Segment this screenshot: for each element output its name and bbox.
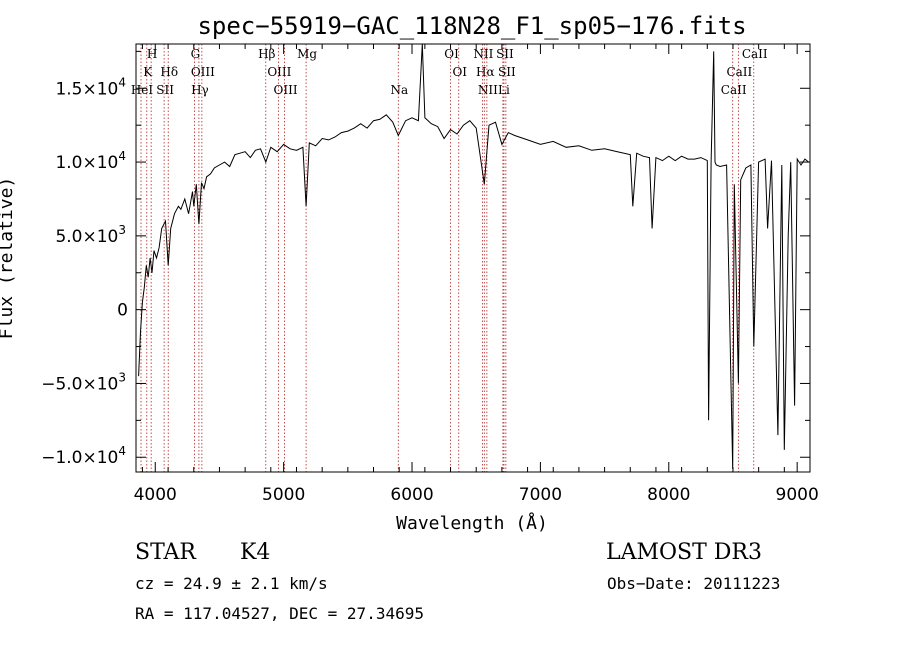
- line-label-2: HeI: [131, 83, 154, 97]
- object-subclass: K4: [240, 540, 270, 565]
- line-label-23: CaII: [742, 47, 768, 61]
- y-axis-ticks: 1.5×104 1.0×104 5.0×103 0 −5.0×103 −1.0×104: [41, 50, 810, 468]
- line-label-1: H: [147, 47, 157, 61]
- ra-dec: RA = 117.04527, DEC = 27.34695: [135, 604, 424, 623]
- y-tick-label-5: −1.0×104: [41, 444, 126, 468]
- line-label-19: SII: [498, 65, 516, 79]
- y-tick-label-1: 1.0×104: [55, 149, 126, 173]
- chart-title: spec−55919−GAC_118N28_F1_sp05−176.fits: [197, 12, 746, 40]
- x-tick-label-0: 4000: [134, 485, 177, 505]
- object-class: STAR: [135, 540, 197, 565]
- line-label-10: OIII: [274, 83, 298, 97]
- y-tick-label-2: 5.0×103: [55, 223, 126, 247]
- line-label-17: NII: [478, 83, 498, 97]
- x-tick-label-2: 6000: [390, 485, 433, 505]
- observation-date: Obs−Date: 20111223: [607, 574, 780, 593]
- line-label-13: OI: [444, 47, 459, 61]
- line-label-16: Hα: [476, 65, 495, 79]
- x-axis-label: Wavelength (Å): [396, 512, 548, 534]
- spectrum-line: [138, 43, 810, 470]
- line-label-14: OI: [452, 65, 467, 79]
- line-label-18: SII: [496, 47, 514, 61]
- line-label-21: CaII: [721, 83, 747, 97]
- line-label-6: OIII: [191, 65, 215, 79]
- line-label-5: G: [191, 47, 201, 61]
- spectrum-info: STAR K4 LAMOST DR3 cz = 24.9 ± 2.1 km/s …: [135, 540, 780, 623]
- line-label-22: CaII: [726, 65, 752, 79]
- x-tick-label-1: 5000: [262, 485, 305, 505]
- y-axis-label: Flux (relative): [0, 177, 17, 340]
- redshift-cz: cz = 24.9 ± 2.1 km/s: [135, 574, 328, 593]
- x-axis-ticks: 4000 5000 6000 7000 8000 9000: [134, 44, 819, 505]
- x-tick-label-4: 8000: [647, 485, 690, 505]
- line-label-11: Mg: [297, 47, 317, 61]
- x-tick-label-3: 7000: [519, 485, 562, 505]
- survey-name: LAMOST DR3: [606, 540, 762, 565]
- line-label-0: K: [143, 65, 153, 79]
- line-label-8: Hβ: [258, 47, 275, 61]
- emission-line-labels: KH HeI Hδ SII G OIII Hγ Hβ OIII OIII Mg Na OI OI NII Hα…: [131, 47, 768, 97]
- line-label-15: NII: [473, 47, 493, 61]
- x-tick-label-5: 9000: [776, 485, 819, 505]
- line-label-7: Hγ: [191, 83, 209, 97]
- line-label-4: SII: [156, 83, 174, 97]
- y-tick-label-0: 1.5×104: [55, 75, 126, 99]
- y-tick-label-4: −5.0×103: [41, 370, 126, 394]
- line-label-9: OIII: [267, 65, 291, 79]
- emission-line-markers: [140, 44, 755, 472]
- line-label-3: Hδ: [160, 65, 178, 79]
- y-tick-label-3: 0: [117, 301, 128, 321]
- line-label-20: Li: [498, 83, 510, 97]
- plot-frame: [135, 43, 811, 473]
- line-label-12: Na: [390, 83, 408, 97]
